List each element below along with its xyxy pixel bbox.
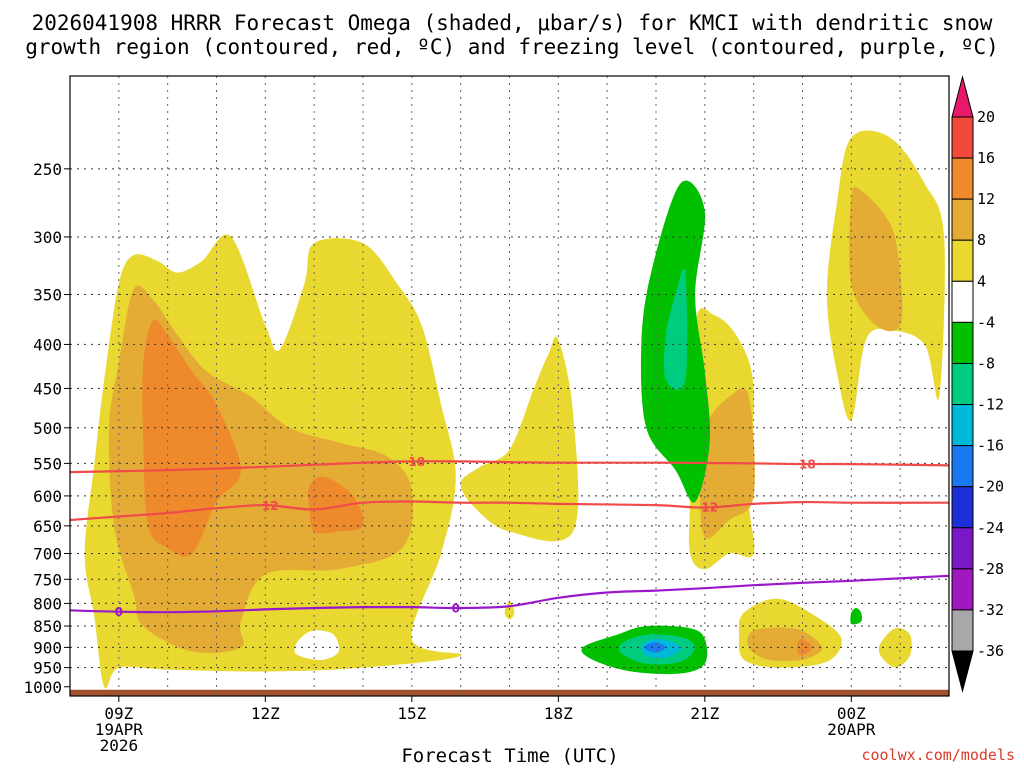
colorbar-label-neg32: -32 — [977, 601, 1004, 619]
y-tick-label-400: 400 — [33, 335, 62, 354]
colorbar-label-neg28: -28 — [977, 560, 1004, 578]
x-tick-label-00Z: 00Z — [837, 704, 866, 723]
colorbar-label-neg16: -16 — [977, 437, 1004, 455]
y-tick-label-450: 450 — [33, 379, 62, 398]
chart-title-line-1: 2026041908 HRRR Forecast Omega (shaded, … — [32, 11, 993, 35]
omega-region-pos12-1 — [307, 476, 364, 534]
omega-region-neg4-2 — [850, 608, 863, 625]
y-tick-label-800: 800 — [33, 594, 62, 613]
colorbar-bottom-triangle — [951, 650, 974, 693]
colorbar: 20 16 12 8 4 -4 -8 -12 -16 -20 -24 -28 -32 -36 — [951, 75, 1004, 693]
x-tick-date-09Z-0: 19APR — [95, 720, 144, 739]
contour-0C — [70, 574, 949, 614]
colorbar-segment-8 — [951, 445, 974, 488]
contour-label-0C-0: 0 — [115, 605, 123, 619]
colorbar-segment-9 — [951, 486, 974, 529]
contour-label-18C-1: 18 — [799, 458, 816, 472]
contour-label-0C-1: 0 — [452, 601, 460, 615]
y-tick-label-950: 950 — [33, 659, 62, 678]
colorbar-segment-1 — [951, 157, 974, 200]
x-axis-label: Forecast Time (UTC) — [401, 745, 618, 767]
contour-lines: 18 18 12 12 0 0 — [70, 455, 949, 619]
contour-label-18C-0: 18 — [408, 455, 425, 469]
colorbar-segment-10 — [951, 527, 974, 570]
colorbar-segment-5 — [951, 321, 974, 364]
colorbar-segment-11 — [951, 568, 974, 611]
colorbar-segment-12 — [951, 609, 974, 652]
y-tick-label-550: 550 — [33, 454, 62, 473]
omega-blank-hole-0 — [294, 630, 340, 661]
omega-region-pos4-1 — [460, 336, 579, 542]
omega-region-pos12-2 — [797, 638, 813, 656]
contour-label-12C-0: 12 — [262, 499, 279, 513]
colorbar-label-16: 16 — [977, 149, 995, 167]
colorbar-segment-4 — [951, 280, 974, 323]
colorbar-label-neg8: -8 — [977, 354, 995, 372]
y-tick-label-250: 250 — [33, 160, 62, 179]
x-tick-label-21Z: 21Z — [690, 704, 719, 723]
y-axis: 250 300 350 400 450 500 550 600 650 700 750 800 850 9… — [23, 160, 70, 697]
colorbar-segment-0 — [951, 116, 974, 159]
contour-label-12C-1: 12 — [701, 501, 718, 515]
colorbar-label-12: 12 — [977, 190, 995, 208]
colorbar-segment-6 — [951, 362, 974, 406]
y-tick-label-750: 750 — [33, 570, 62, 589]
colorbar-top-triangle — [951, 75, 974, 118]
colorbar-label-neg24: -24 — [977, 519, 1004, 537]
y-tick-label-350: 350 — [33, 286, 62, 305]
colorbar-segment-7 — [951, 404, 974, 447]
contour-18C — [70, 460, 949, 474]
colorbar-label-neg12: -12 — [977, 396, 1004, 414]
x-tick-date-00Z-0: 20APR — [827, 720, 876, 739]
x-tick-label-15Z: 15Z — [397, 704, 426, 723]
y-tick-label-1000: 1000 — [23, 678, 62, 697]
y-tick-label-850: 850 — [33, 617, 62, 636]
omega-region-pos4-6 — [878, 627, 912, 668]
grid-lines — [70, 76, 949, 696]
plot-frame — [69, 75, 950, 697]
colorbar-segment-2 — [951, 198, 974, 241]
y-tick-label-650: 650 — [33, 517, 62, 536]
x-tick-label-12Z: 12Z — [251, 704, 280, 723]
y-tick-label-600: 600 — [33, 487, 62, 506]
y-tick-label-300: 300 — [33, 228, 62, 247]
x-tick-date-09Z-1: 2026 — [100, 736, 139, 755]
credit-text: coolwx.com/models — [861, 746, 1015, 764]
x-tick-label-09Z: 09Z — [104, 704, 133, 723]
y-tick-label-900: 900 — [33, 638, 62, 657]
contour-12C — [70, 500, 949, 522]
omega-region-neg8-0 — [663, 268, 688, 390]
colorbar-label-neg20: -20 — [977, 478, 1004, 496]
omega-shading — [70, 130, 949, 696]
chart-title-line-2: growth region (contoured, red, ºC) and f… — [25, 35, 999, 59]
y-tick-label-700: 700 — [33, 545, 62, 564]
plot-area: 18 18 12 12 0 0 — [69, 75, 950, 697]
colorbar-segment-3 — [951, 239, 974, 282]
y-tick-label-500: 500 — [33, 419, 62, 438]
colorbar-label-20: 20 — [977, 108, 995, 126]
colorbar-label-neg4: -4 — [977, 313, 995, 331]
omega-region-pos8-2 — [849, 186, 903, 332]
colorbar-label-neg36: -36 — [977, 642, 1004, 660]
colorbar-label-8: 8 — [977, 231, 986, 249]
x-tick-label-18Z: 18Z — [544, 704, 573, 723]
omega-region-neg16-0 — [645, 642, 666, 653]
colorbar-label-4: 4 — [977, 272, 986, 290]
